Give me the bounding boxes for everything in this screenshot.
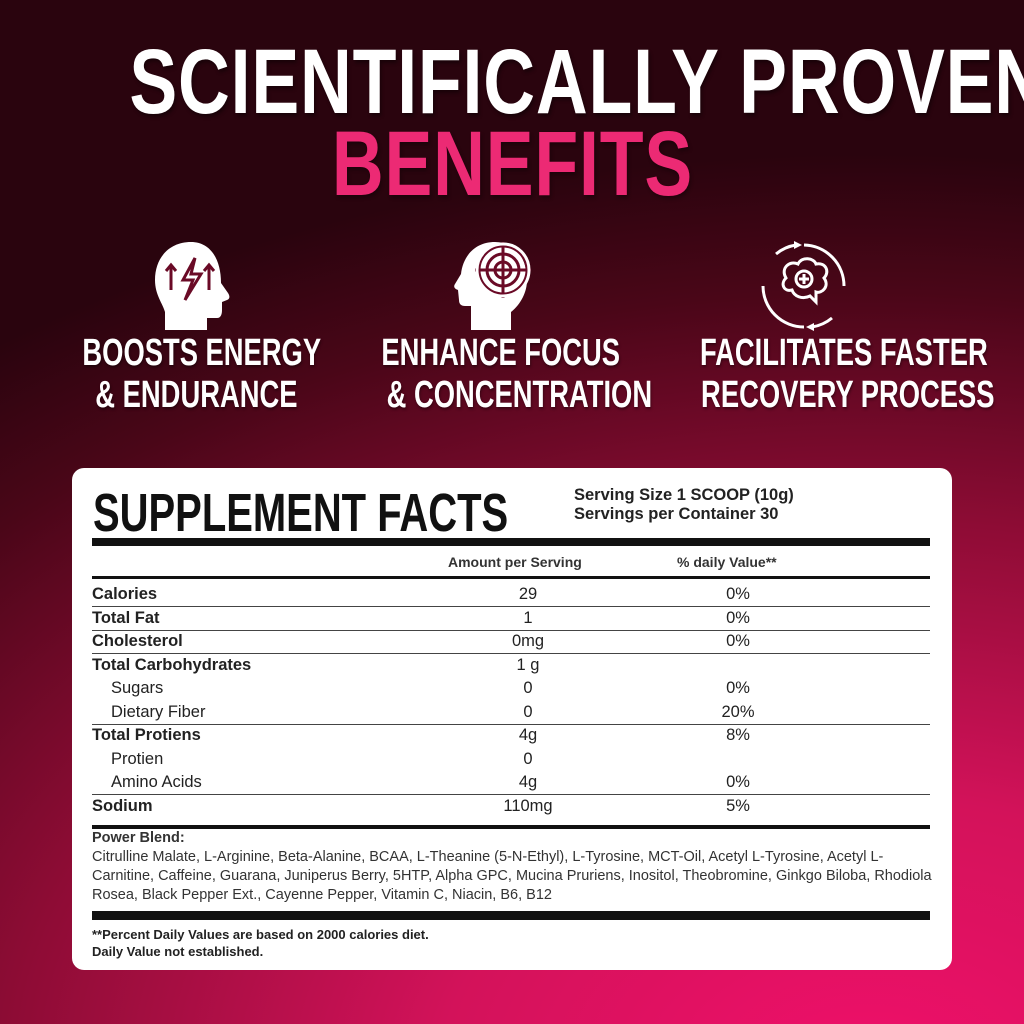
row-label: Sugars (111, 679, 164, 697)
row-amount: 0mg (511, 632, 545, 650)
benefit-energy: BOOSTS ENERGY & ENDURANCE (36, 240, 356, 420)
divider-thick (92, 911, 930, 920)
blend-ingredients: Citrulline Malate, L-Arginine, Beta-Alan… (92, 849, 932, 903)
serving-info: Serving Size 1 SCOOP (10g) Servings per … (574, 486, 794, 524)
row-amount: 1 g (516, 655, 540, 674)
row-amount: 29 (518, 585, 538, 603)
row-label: Total Fat (92, 608, 160, 627)
row-amount: 0 (523, 679, 533, 697)
power-blend: Power Blend: Citrulline Malate, L-Argini… (92, 829, 932, 905)
blend-title: Power Blend: (92, 830, 185, 846)
footnote-established: Daily Value not established. (92, 944, 264, 959)
row-daily-value: 5% (726, 796, 750, 815)
brain-recovery-icon (761, 241, 846, 331)
supplement-facts-panel: SUPPLEMENT FACTS Serving Size 1 SCOOP (1… (72, 468, 952, 970)
row-divider (92, 629, 930, 631)
row-label: Calories (92, 585, 158, 603)
benefit-label: ENHANCE FOCUS & CONCENTRATION (381, 332, 653, 416)
row-amount: 0 (523, 702, 533, 721)
facts-row: Sodium 110mg 5% (92, 794, 930, 817)
head-target-icon (454, 242, 531, 330)
facts-row: Sugars 0 0% (92, 676, 930, 699)
facts-row: Calories 29 0% (92, 582, 930, 605)
divider-thick (92, 825, 930, 829)
row-divider (92, 794, 930, 795)
facts-row: Protien 0 (92, 747, 930, 770)
benefit-label: FACILITATES FASTER RECOVERY PROCESS (699, 332, 995, 416)
facts-row: Amino Acids 4g 0% (92, 770, 930, 793)
benefit-label: BOOSTS ENERGY & ENDURANCE (82, 332, 322, 416)
facts-row: Dietary Fiber 0 20% (92, 700, 930, 723)
footnotes: **Percent Daily Values are based on 2000… (92, 926, 429, 960)
col-dv-header: % daily Value** (677, 554, 777, 570)
row-label: Total Protiens (92, 726, 201, 744)
row-divider (92, 606, 930, 607)
benefit-recovery: FACILITATES FASTER RECOVERY PROCESS (644, 240, 995, 420)
row-daily-value: 0% (726, 585, 750, 603)
row-label: Protien (111, 749, 164, 768)
row-divider (92, 653, 930, 654)
row-label: Total Carbohydrates (92, 655, 252, 674)
row-amount: 1 (523, 608, 533, 627)
facts-row: Total Fat 1 0% (92, 606, 930, 629)
facts-row: Total Carbohydrates 1 g (92, 653, 930, 676)
row-amount: 0 (523, 749, 533, 768)
row-amount: 110mg (503, 796, 553, 815)
headline-line1: SCIENTIFICALLY PROVEN (129, 31, 1024, 133)
row-daily-value: 0% (726, 608, 750, 627)
row-label: Dietary Fiber (111, 702, 206, 721)
col-amount-header: Amount per Serving (448, 554, 582, 570)
servings-per-container: Servings per Container 30 (574, 505, 779, 523)
serving-size: Serving Size 1 SCOOP (10g) (574, 486, 794, 504)
benefit-focus: ENHANCE FOCUS & CONCENTRATION (335, 240, 655, 420)
footnote-dv: **Percent Daily Values are based on 2000… (92, 927, 429, 942)
row-daily-value: 20% (721, 702, 755, 721)
row-amount: 4g (518, 726, 538, 744)
row-label: Sodium (92, 796, 153, 815)
row-label: Cholesterol (92, 632, 183, 650)
row-amount: 4g (518, 773, 538, 791)
head-energy-icon (155, 242, 230, 330)
row-daily-value: 0% (726, 679, 750, 697)
row-daily-value: 0% (726, 773, 750, 791)
row-label: Amino Acids (111, 773, 202, 791)
row-daily-value: 8% (726, 726, 750, 744)
divider-thick (92, 538, 930, 546)
facts-row: Total Protiens 4g 8% (92, 723, 930, 746)
facts-title: SUPPLEMENT FACTS (93, 483, 509, 543)
row-daily-value: 0% (726, 632, 750, 650)
row-divider (92, 723, 930, 725)
divider-medium (92, 576, 930, 579)
facts-row: Cholesterol 0mg 0% (92, 629, 930, 652)
headline-line2: BENEFITS (331, 113, 693, 215)
